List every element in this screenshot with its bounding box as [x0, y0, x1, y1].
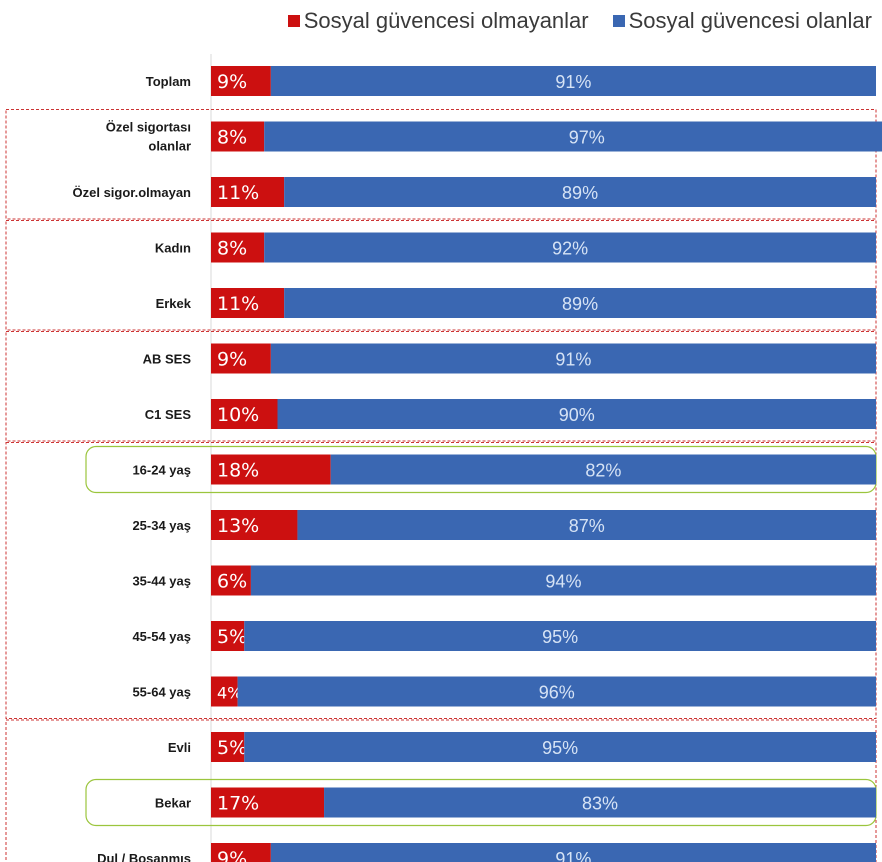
bar-olanlar-2 [284, 177, 876, 207]
bar-olmayanlar-5 [211, 343, 271, 374]
data-label-olanlar-0: 91% [555, 72, 591, 92]
bar-olanlar-13 [324, 787, 876, 818]
data-label-olmayanlar-1: 8% [217, 127, 247, 149]
bar-olmayanlar-6 [211, 399, 278, 429]
bar-olanlar-14 [270, 843, 877, 862]
data-label-olanlar-8: 87% [569, 516, 605, 536]
data-label-olmayanlar-10: 5% [217, 626, 247, 648]
data-label-olanlar-7: 82% [585, 461, 621, 481]
data-label-olmayanlar-14: 9% [217, 848, 247, 862]
data-label-olanlar-13: 83% [582, 794, 618, 814]
category-label-3: Kadın [155, 241, 191, 256]
legend-swatch-red [287, 15, 300, 27]
bar-olanlar-12 [244, 732, 876, 762]
data-label-olanlar-2: 89% [562, 183, 598, 203]
legend-label-olmayanlar: Sosyal güvencesi olmayanlar [303, 8, 589, 33]
data-label-olmayanlar-7: 18% [217, 460, 259, 482]
legend-item-olmayanlar: Sosyal güvencesi olmayanlar [287, 8, 589, 34]
bar-olmayanlar-11 [211, 676, 238, 707]
data-label-olmayanlar-11: 4% [217, 684, 242, 703]
bar-olmayanlar-13 [211, 787, 325, 818]
chart-legend: Sosyal güvencesi olmayanlar Sosyal güven… [0, 4, 882, 38]
data-label-olanlar-3: 92% [552, 239, 588, 259]
bar-olanlar-0 [270, 66, 877, 96]
category-label-1-line1: olanlar [148, 139, 191, 154]
bar-olanlar-8 [297, 510, 876, 540]
category-label-12: Evli [168, 740, 191, 755]
bar-olmayanlar-2 [211, 177, 285, 207]
data-label-olmayanlar-13: 17% [217, 793, 259, 815]
bar-olanlar-7 [330, 454, 876, 485]
data-label-olmayanlar-8: 13% [217, 515, 259, 537]
bar-olmayanlar-7 [211, 454, 331, 485]
bar-olmayanlar-4 [211, 288, 285, 318]
data-label-olanlar-12: 95% [542, 738, 578, 758]
category-label-0: Toplam [146, 74, 191, 89]
category-label-10: 45-54 yaş [132, 629, 191, 644]
data-label-olmayanlar-3: 8% [217, 238, 247, 260]
data-label-olanlar-11: 96% [539, 683, 575, 703]
group-box-1 [5, 220, 877, 331]
category-label-2: Özel sigor.olmayan [73, 185, 192, 200]
legend-swatch-blue [612, 15, 625, 27]
data-label-olmayanlar-4: 11% [217, 293, 259, 315]
data-label-olmayanlar-6: 10% [217, 404, 259, 426]
legend-label-olanlar: Sosyal güvencesi olanlar [628, 8, 872, 33]
bar-olanlar-1 [264, 121, 882, 152]
data-label-olmayanlar-9: 6% [217, 571, 247, 593]
data-label-olanlar-14: 91% [555, 849, 591, 862]
data-label-olanlar-10: 95% [542, 627, 578, 647]
category-label-4: Erkek [156, 296, 192, 311]
bar-olanlar-3 [264, 232, 876, 263]
bar-olmayanlar-0 [211, 66, 271, 96]
bar-olanlar-9 [250, 565, 876, 596]
bar-olanlar-4 [284, 288, 876, 318]
data-label-olmayanlar-2: 11% [217, 182, 259, 204]
data-label-olmayanlar-5: 9% [217, 349, 247, 371]
data-label-olanlar-1: 97% [569, 128, 605, 148]
bar-olmayanlar-12 [211, 732, 245, 762]
group-box-0 [5, 109, 877, 220]
category-label-11: 55-64 yaş [132, 685, 191, 700]
category-label-7: 16-24 yaş [132, 463, 191, 478]
category-label-5: AB SES [143, 352, 192, 367]
bar-olmayanlar-1 [211, 121, 265, 152]
category-label-8: 25-34 yaş [132, 518, 191, 533]
bar-olmayanlar-3 [211, 232, 265, 263]
category-label-9: 35-44 yaş [132, 574, 191, 589]
category-label-6: C1 SES [145, 407, 192, 422]
category-label-14: Dul / Boşanmış [97, 851, 191, 862]
data-label-olmayanlar-0: 9% [217, 71, 247, 93]
bar-olanlar-10 [244, 621, 876, 651]
category-label-13: Bekar [155, 796, 191, 811]
legend-item-olanlar: Sosyal güvencesi olanlar [612, 8, 872, 34]
data-label-olanlar-4: 89% [562, 294, 598, 314]
bar-olmayanlar-8 [211, 510, 298, 540]
data-label-olanlar-5: 91% [555, 350, 591, 370]
data-label-olmayanlar-12: 5% [217, 737, 247, 759]
bar-olmayanlar-10 [211, 621, 245, 651]
bar-olanlar-5 [270, 343, 877, 374]
data-label-olanlar-6: 90% [559, 405, 595, 425]
bar-olmayanlar-14 [211, 843, 271, 862]
group-box-2 [5, 331, 877, 442]
category-label-1-line0: Özel sigortası [106, 120, 191, 135]
bar-olanlar-11 [237, 676, 877, 707]
data-label-olanlar-9: 94% [545, 572, 581, 592]
bar-olanlar-6 [277, 399, 876, 429]
bar-olmayanlar-9 [211, 565, 251, 596]
